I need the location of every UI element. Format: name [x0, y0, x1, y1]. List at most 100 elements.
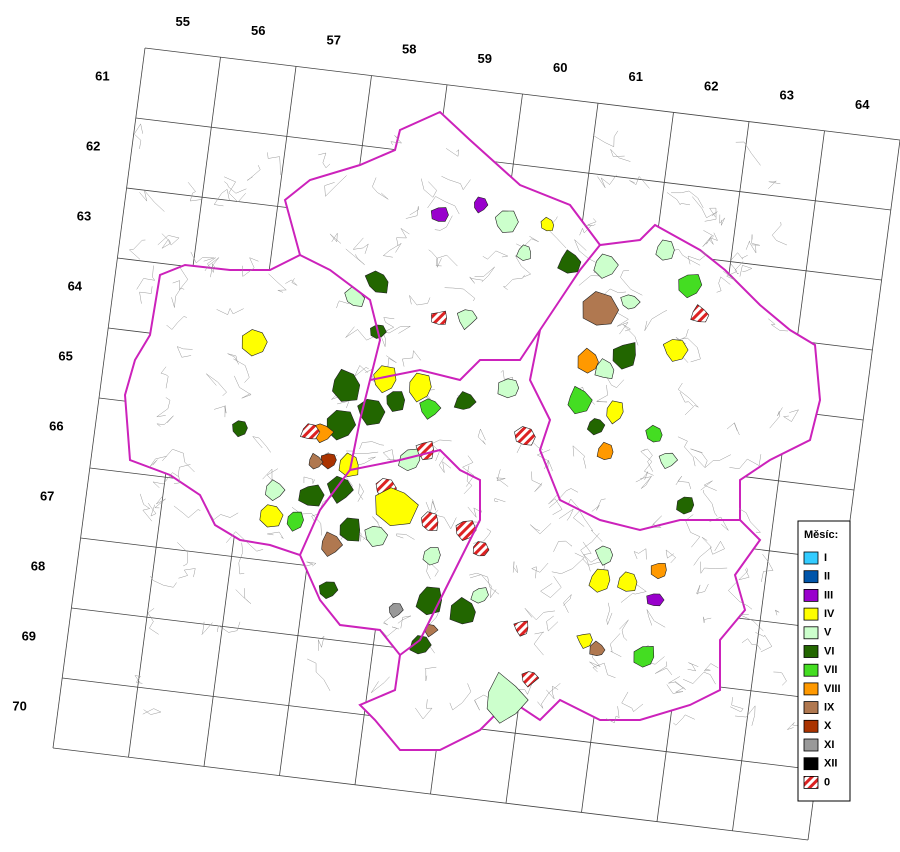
region-outline — [123, 110, 822, 751]
legend-box — [797, 520, 851, 802]
municipality-line — [606, 602, 613, 626]
municipality-line — [208, 511, 239, 521]
municipality-patch — [690, 304, 710, 323]
municipality-line — [669, 249, 701, 266]
municipality-line — [246, 165, 261, 181]
municipality-patch — [646, 593, 665, 607]
municipality-line — [702, 230, 715, 247]
municipality-line — [147, 608, 159, 635]
municipality-line — [139, 493, 153, 522]
municipality-patch — [338, 452, 359, 478]
municipality-line — [463, 465, 473, 494]
municipality-line — [428, 249, 442, 268]
municipality-patch — [577, 347, 599, 374]
municipality-patch — [557, 249, 582, 274]
municipality-patch — [474, 196, 489, 214]
municipality-line — [745, 240, 757, 254]
municipality-line — [610, 633, 622, 657]
municipality-line — [597, 174, 617, 188]
municipality-patch — [521, 671, 540, 688]
municipality-line — [640, 475, 653, 489]
municipality-line — [739, 614, 764, 632]
municipality-line — [444, 287, 476, 302]
row-label: 70 — [12, 698, 26, 713]
municipality-line — [685, 514, 701, 548]
municipality-line — [666, 684, 685, 694]
municipality-line — [224, 181, 247, 194]
municipality-line — [172, 267, 189, 291]
municipality-patch — [326, 475, 354, 504]
municipality-line — [739, 265, 753, 277]
municipality-patch — [586, 418, 606, 436]
municipality-line — [494, 498, 506, 503]
municipality-line — [693, 537, 712, 566]
municipality-lines — [128, 123, 801, 730]
legend-swatch — [803, 645, 819, 658]
municipality-line — [666, 192, 691, 206]
municipality-line — [761, 554, 774, 583]
municipality-line — [425, 499, 437, 514]
municipality-line — [142, 708, 162, 715]
municipality-line — [524, 608, 556, 621]
municipality-line — [587, 218, 597, 226]
row-label: 69 — [22, 628, 36, 643]
municipality-patch — [678, 274, 703, 299]
municipality-line — [128, 239, 146, 260]
municipality-line — [644, 310, 668, 331]
municipality-line — [702, 616, 712, 623]
legend-swatch — [803, 589, 819, 602]
row-label: 67 — [40, 488, 54, 503]
municipality-line — [768, 180, 781, 189]
municipality-patch — [326, 409, 357, 441]
municipality-line — [136, 265, 156, 290]
municipality-line — [563, 594, 572, 613]
municipality-patch — [456, 309, 478, 331]
municipality-line — [558, 508, 574, 521]
municipality-line — [396, 533, 415, 540]
municipality-line — [474, 694, 494, 711]
legend-swatch — [803, 738, 819, 752]
municipality-line — [405, 206, 420, 219]
municipality-patch — [472, 541, 490, 557]
municipality-line — [482, 250, 509, 260]
municipality-line — [216, 307, 244, 316]
municipality-line — [694, 454, 732, 469]
municipality-patch — [516, 244, 531, 261]
municipality-line — [690, 448, 708, 468]
municipality-patch — [633, 646, 655, 668]
municipality-patch — [588, 568, 611, 593]
municipality-line — [421, 178, 437, 198]
municipality-line — [359, 441, 384, 450]
municipality-line — [234, 375, 252, 399]
municipality-line — [531, 562, 549, 579]
legend-label: VI — [824, 645, 834, 657]
municipality-line — [154, 496, 166, 509]
municipality-line — [267, 152, 281, 175]
municipality-patch — [567, 385, 593, 415]
municipality-line — [741, 638, 762, 650]
municipality-line — [318, 635, 325, 651]
municipality-line — [728, 581, 753, 610]
row-label: 65 — [58, 348, 72, 363]
legend-swatch — [803, 719, 819, 733]
legend-title: Měsíc: — [804, 529, 838, 541]
legend-swatch — [803, 663, 819, 677]
municipality-line — [610, 149, 631, 162]
municipality-line — [204, 257, 220, 278]
municipality-line — [546, 615, 559, 632]
municipality-line — [156, 397, 171, 418]
municipality-line — [477, 428, 486, 445]
municipality-line — [675, 475, 692, 490]
district-boundary — [369, 244, 601, 382]
municipality-patch — [339, 517, 361, 542]
municipality-line — [619, 619, 629, 641]
municipality-line — [676, 337, 701, 363]
municipality-line — [738, 508, 762, 533]
column-label: 63 — [780, 88, 794, 103]
municipality-line — [708, 232, 719, 245]
municipality-line — [668, 676, 686, 690]
municipality-line — [149, 455, 167, 467]
column-label: 61 — [629, 69, 643, 84]
municipality-line — [467, 506, 482, 518]
